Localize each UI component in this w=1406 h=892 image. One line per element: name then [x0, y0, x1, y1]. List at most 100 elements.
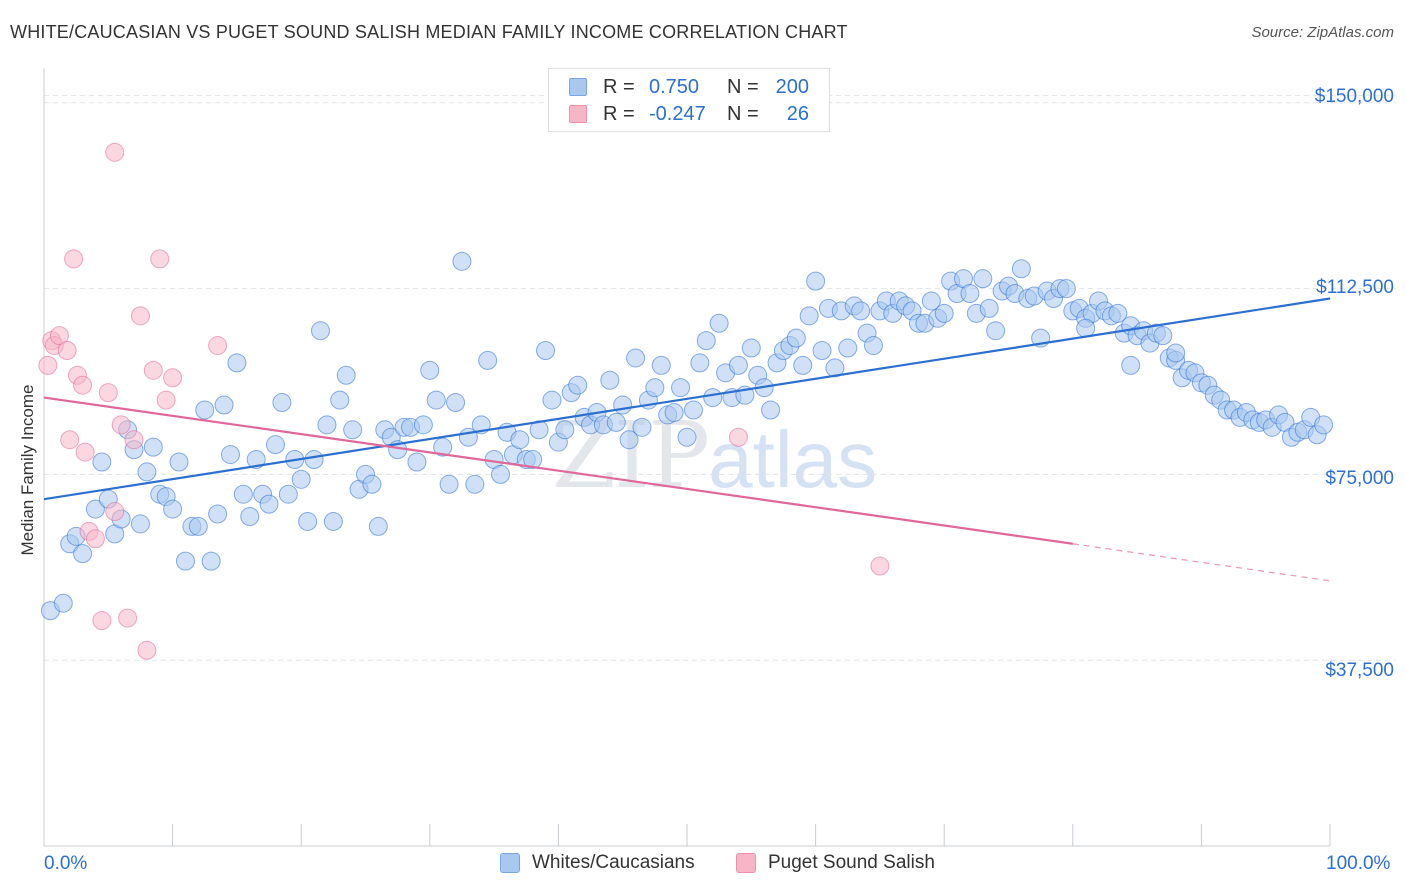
- whites-point: [208, 504, 228, 524]
- whites-point: [310, 321, 330, 341]
- legend-item-whites[interactable]: Whites/Caucasians: [500, 852, 695, 874]
- salish-point: [105, 142, 125, 162]
- legend-r-label: R =: [603, 102, 635, 125]
- y-tick-label: $150,000: [1314, 86, 1394, 107]
- salish-point: [124, 430, 144, 450]
- whites-point: [696, 331, 716, 351]
- whites-point: [632, 417, 652, 437]
- legend-label-salish: Puget Sound Salish: [768, 852, 935, 873]
- whites-point: [130, 514, 150, 534]
- whites-point: [304, 450, 324, 470]
- y-tick-label: $112,500: [1316, 277, 1394, 298]
- whites-point: [336, 365, 356, 385]
- whites-point: [979, 298, 999, 318]
- legend-swatch-whites: [569, 78, 587, 96]
- salish-point: [143, 360, 163, 380]
- salish-point: [57, 341, 77, 361]
- whites-point: [619, 430, 639, 450]
- whites-point: [433, 437, 453, 457]
- whites-point: [85, 499, 105, 519]
- whites-point: [523, 450, 543, 470]
- whites-point: [227, 353, 247, 373]
- whites-point: [343, 420, 363, 440]
- salish-point: [38, 355, 58, 375]
- whites-point: [1121, 355, 1141, 375]
- legend-n-value: 200: [775, 75, 809, 98]
- whites-point: [645, 378, 665, 398]
- whites-trend-line: [43, 297, 1331, 501]
- whites-point: [175, 551, 195, 571]
- salish-point: [64, 249, 84, 269]
- whites-point: [600, 370, 620, 390]
- whites-point: [709, 313, 729, 333]
- whites-point: [323, 511, 343, 531]
- x-tick-label: 100.0%: [1326, 853, 1391, 874]
- whites-point: [246, 450, 266, 470]
- x-tick-label: 0.0%: [44, 853, 88, 874]
- salish-point: [130, 306, 150, 326]
- whites-point: [555, 420, 575, 440]
- whites-point: [1076, 318, 1096, 338]
- whites-point: [426, 390, 446, 410]
- whites-point: [690, 353, 710, 373]
- salish-point: [98, 383, 118, 403]
- whites-point: [439, 474, 459, 494]
- whites-point: [233, 484, 253, 504]
- whites-point: [143, 437, 163, 457]
- salish-point: [75, 442, 95, 462]
- whites-point: [703, 388, 723, 408]
- salish-point: [73, 375, 93, 395]
- salish-point: [728, 427, 748, 447]
- whites-point: [626, 348, 646, 368]
- whites-point: [1314, 415, 1334, 435]
- whites-point: [664, 402, 684, 422]
- salish-point: [163, 368, 183, 388]
- whites-point: [1108, 303, 1128, 323]
- whites-point: [188, 516, 208, 536]
- salish-point: [208, 336, 228, 356]
- whites-point: [368, 516, 388, 536]
- whites-point: [362, 474, 382, 494]
- whites-point: [137, 462, 157, 482]
- whites-point: [677, 427, 697, 447]
- correlation-legend: R = 0.750 N = 200 R = -0.247 N = 26: [548, 68, 830, 132]
- whites-point: [786, 328, 806, 348]
- salish-point: [150, 249, 170, 269]
- salish-point: [870, 556, 890, 576]
- whites-point: [163, 499, 183, 519]
- whites-point: [542, 390, 562, 410]
- chart-source: Source: ZipAtlas.com: [1251, 24, 1394, 41]
- whites-point: [1166, 343, 1186, 363]
- whites-point: [478, 350, 498, 370]
- legend-item-salish[interactable]: Puget Sound Salish: [736, 852, 935, 874]
- salish-point: [118, 608, 138, 628]
- whites-point: [536, 341, 556, 361]
- whites-point: [420, 360, 440, 380]
- salish-point: [156, 390, 176, 410]
- whites-point: [195, 400, 215, 420]
- whites-point: [838, 338, 858, 358]
- legend-row-whites: R = 0.750 N = 200: [569, 74, 809, 100]
- whites-point: [491, 464, 511, 484]
- legend-swatch-salish: [736, 853, 756, 873]
- salish-point: [49, 326, 69, 346]
- salish-point: [85, 529, 105, 549]
- whites-point: [761, 400, 781, 420]
- whites-point: [240, 507, 260, 527]
- legend-swatch-salish: [569, 105, 587, 123]
- whites-point: [1153, 326, 1173, 346]
- whites-point: [330, 390, 350, 410]
- y-tick-label: $75,000: [1325, 468, 1394, 489]
- whites-point: [169, 452, 189, 472]
- salish-point: [137, 640, 157, 660]
- whites-point: [793, 355, 813, 375]
- whites-point: [728, 355, 748, 375]
- legend-r-value: 0.750: [649, 75, 700, 98]
- whites-point: [671, 378, 691, 398]
- legend-label-whites: Whites/Caucasians: [532, 852, 695, 873]
- series-legend: Whites/Caucasians Puget Sound Salish: [0, 852, 1406, 878]
- legend-row-salish: R = -0.247 N = 26: [569, 101, 809, 127]
- whites-point: [1056, 279, 1076, 299]
- whites-point: [934, 303, 954, 323]
- salish-trend-extension: [1072, 543, 1331, 582]
